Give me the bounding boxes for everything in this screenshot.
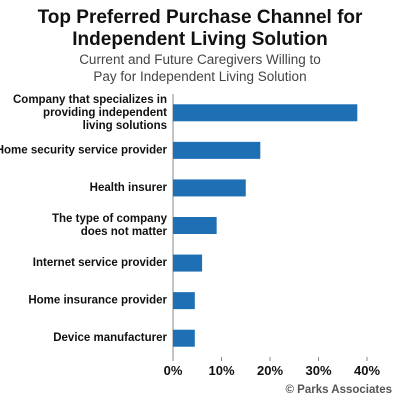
x-tick-label: 40%	[354, 363, 380, 378]
bar	[173, 179, 246, 197]
chart-title: Top Preferred Purchase Channel for Indepe…	[38, 7, 363, 50]
y-tick-label: Company that specializes in providing ind…	[13, 94, 167, 132]
y-tick-label: Home insurance provider	[28, 295, 167, 307]
y-tick-label: Device manufacturer	[53, 332, 167, 344]
x-tick-label: 20%	[257, 363, 283, 378]
bar	[173, 329, 195, 347]
chart-subtitle: Current and Future Caregivers Willing to…	[79, 52, 321, 84]
bar	[173, 141, 261, 159]
y-tick-label: Health insurer	[90, 182, 168, 194]
source: © Parks Associates	[286, 384, 393, 396]
x-tick-label: 0%	[164, 363, 183, 378]
x-tick-label: 10%	[208, 363, 234, 378]
bar	[173, 217, 217, 234]
y-tick-label: The type of company does not matter	[52, 213, 168, 238]
y-tick-label: Home security service provider	[0, 144, 168, 156]
bar	[173, 254, 203, 272]
y-tick-label: Internet service provider	[33, 257, 168, 269]
bar	[173, 104, 358, 122]
x-tick-label: 30%	[305, 363, 331, 378]
bar	[173, 292, 195, 310]
